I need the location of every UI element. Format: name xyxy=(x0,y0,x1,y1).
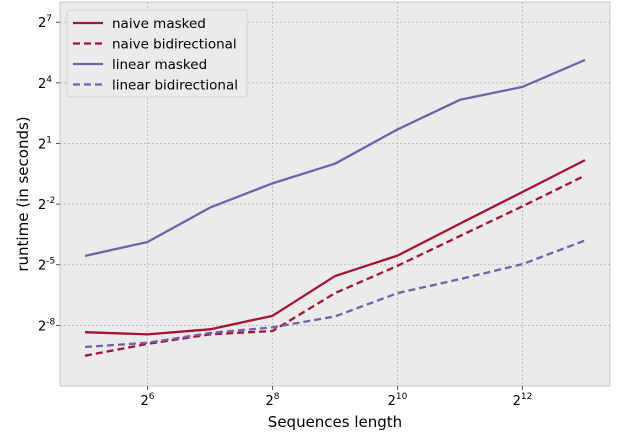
x-tick-label: 210 xyxy=(388,392,408,409)
series-line-2 xyxy=(84,58,586,258)
x-tick-label: 28 xyxy=(265,392,279,409)
y-tick-label: 2-5 xyxy=(38,257,55,274)
y-tick-label: 2-2 xyxy=(38,196,55,213)
y-tick-label: 21 xyxy=(38,135,52,152)
legend-label-2: linear masked xyxy=(112,57,207,73)
series-line-1 xyxy=(84,174,586,357)
x-tick-label: 212 xyxy=(513,392,533,409)
series-line-0 xyxy=(84,159,586,336)
y-ticks: 27 24 21 2-2 2-5 2-8 xyxy=(38,14,60,334)
legend-label-1: naive bidirectional xyxy=(112,37,237,53)
y-axis-title: runtime (in seconds) xyxy=(14,116,32,271)
legend: naive masked naive bidirectional linear ma… xyxy=(66,9,248,98)
series-line-3 xyxy=(84,239,586,349)
legend-label-0: naive masked xyxy=(112,16,206,32)
y-tick-label: 27 xyxy=(38,14,52,31)
y-tick-label: 2-8 xyxy=(38,317,56,334)
x-tick-label: 26 xyxy=(140,392,154,409)
series-lines xyxy=(84,58,586,357)
legend-label-3: linear bidirectional xyxy=(112,78,238,94)
x-ticks: 26 28 210 212 xyxy=(140,386,532,409)
y-tick-label: 24 xyxy=(38,75,52,92)
legend-box xyxy=(66,9,248,98)
x-axis-title: Sequences length xyxy=(268,413,402,431)
